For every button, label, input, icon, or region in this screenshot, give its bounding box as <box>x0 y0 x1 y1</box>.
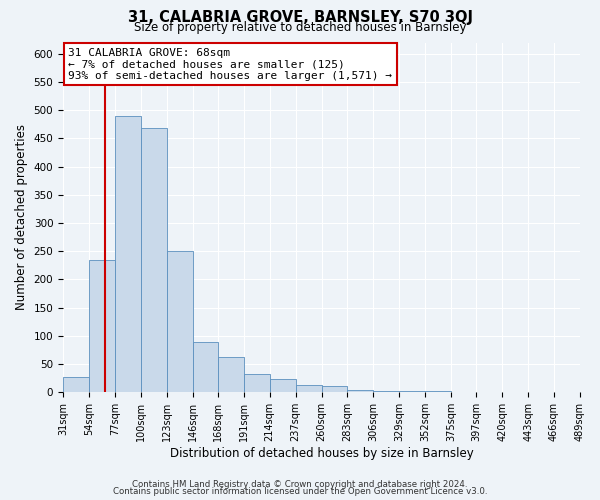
Bar <box>218 357 244 392</box>
Bar <box>425 391 451 392</box>
Bar <box>115 116 141 392</box>
Bar <box>244 374 269 392</box>
Text: Contains HM Land Registry data © Crown copyright and database right 2024.: Contains HM Land Registry data © Crown c… <box>132 480 468 489</box>
Text: 31 CALABRIA GROVE: 68sqm
← 7% of detached houses are smaller (125)
93% of semi-d: 31 CALABRIA GROVE: 68sqm ← 7% of detache… <box>68 48 392 81</box>
Bar <box>269 379 296 392</box>
Text: Contains public sector information licensed under the Open Government Licence v3: Contains public sector information licen… <box>113 487 487 496</box>
Bar <box>167 252 193 392</box>
Bar <box>89 260 115 392</box>
Bar <box>296 385 322 392</box>
Bar <box>141 128 167 392</box>
Bar <box>373 391 400 392</box>
Y-axis label: Number of detached properties: Number of detached properties <box>15 124 28 310</box>
Text: Size of property relative to detached houses in Barnsley: Size of property relative to detached ho… <box>134 21 466 34</box>
Bar <box>322 386 347 392</box>
Bar <box>347 390 373 392</box>
X-axis label: Distribution of detached houses by size in Barnsley: Distribution of detached houses by size … <box>170 447 473 460</box>
Bar <box>63 377 89 392</box>
Text: 31, CALABRIA GROVE, BARNSLEY, S70 3QJ: 31, CALABRIA GROVE, BARNSLEY, S70 3QJ <box>128 10 473 25</box>
Bar <box>400 390 425 392</box>
Bar <box>193 342 218 392</box>
